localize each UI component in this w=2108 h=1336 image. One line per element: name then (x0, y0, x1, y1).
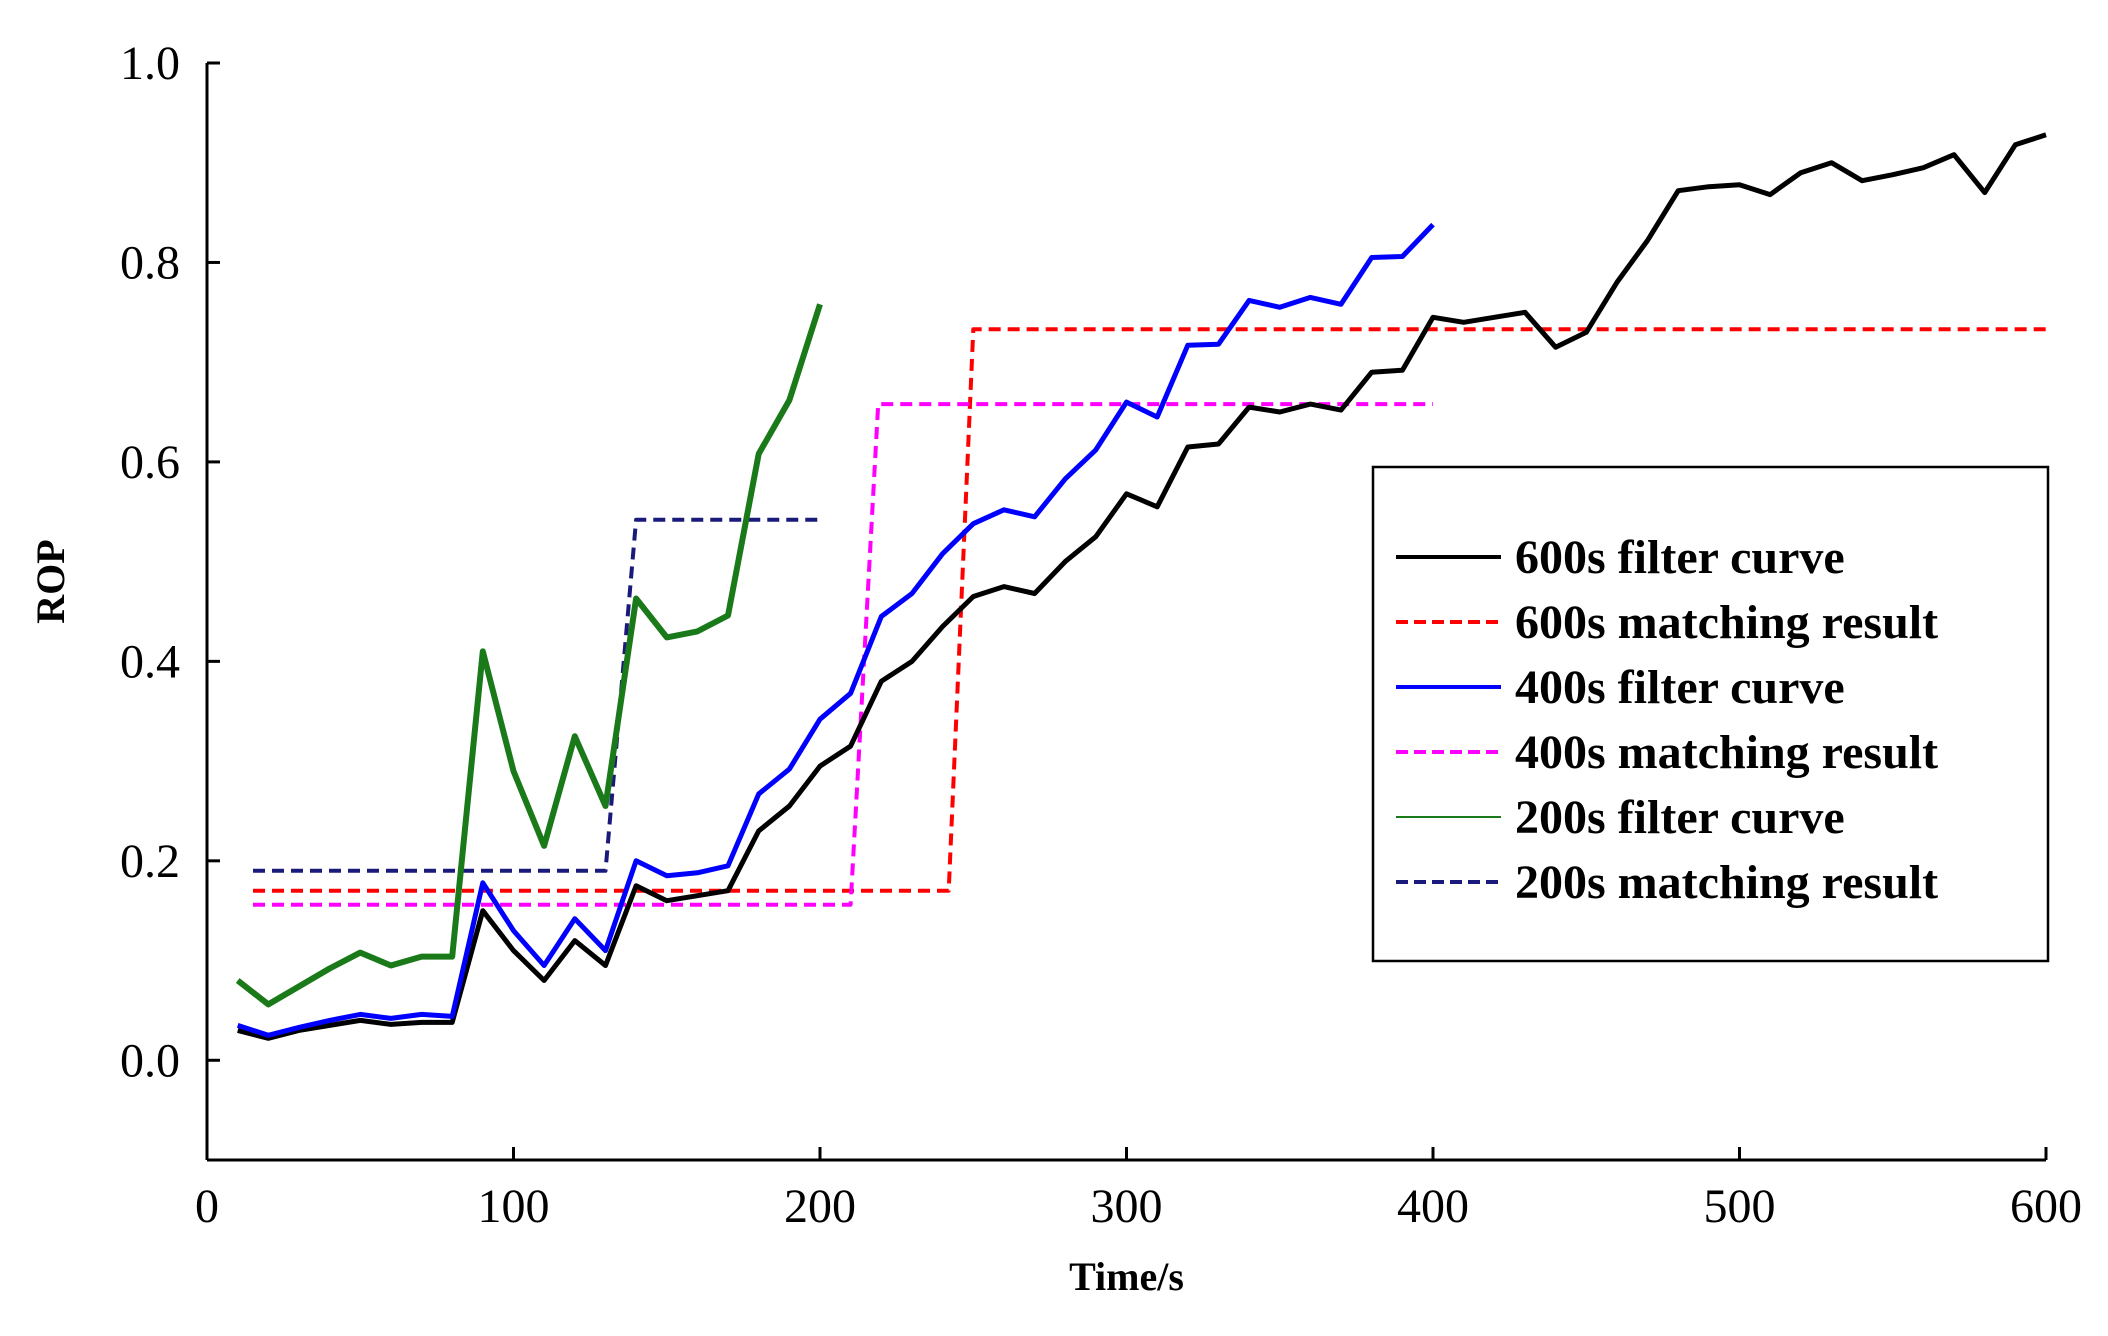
legend: 600s filter curve 600s matching result 400… (1371, 465, 2050, 963)
y-tick-label: 0.4 (120, 635, 180, 688)
x-tick-label: 300 (1091, 1180, 1163, 1233)
legend-label: 200s filter curve (1515, 791, 1845, 844)
x-tick-label: 600 (2010, 1180, 2082, 1233)
y-tick-label: 1.0 (120, 37, 180, 90)
series-line-4 (235, 303, 823, 1008)
y-tick-label: 0.6 (120, 436, 180, 489)
legend-label: 200s matching result (1515, 856, 1938, 909)
legend-label: 600s filter curve (1515, 531, 1845, 584)
series-line-5 (253, 517, 820, 873)
x-tick-label: 100 (478, 1180, 550, 1233)
y-axis-title: ROP (28, 539, 73, 623)
x-axis-title: Time/s (1069, 1254, 1184, 1299)
x-tick-label: 200 (784, 1180, 856, 1233)
y-tick-label: 0.0 (120, 1034, 180, 1087)
y-tick-label: 0.8 (120, 236, 180, 289)
series-line-0 (237, 132, 2047, 1041)
y-tick-label: 0.2 (120, 835, 180, 888)
legend-label: 400s filter curve (1515, 661, 1845, 714)
series-lines-layer (235, 132, 2047, 1041)
legend-box (1371, 465, 2050, 963)
x-tick-label: 500 (1704, 1180, 1776, 1233)
legend-label: 400s matching result (1515, 726, 1938, 779)
ticks: 0 100 200 300 400 500 600 0.0 0.2 0.4 0.6 0.8 1.0 (120, 37, 2082, 1233)
x-tick-label: 400 (1397, 1180, 1469, 1233)
legend-label: 600s matching result (1515, 596, 1938, 649)
x-tick-label: 0 (195, 1180, 219, 1233)
series-line-3 (253, 402, 1433, 907)
series-line-2 (236, 222, 1435, 1038)
